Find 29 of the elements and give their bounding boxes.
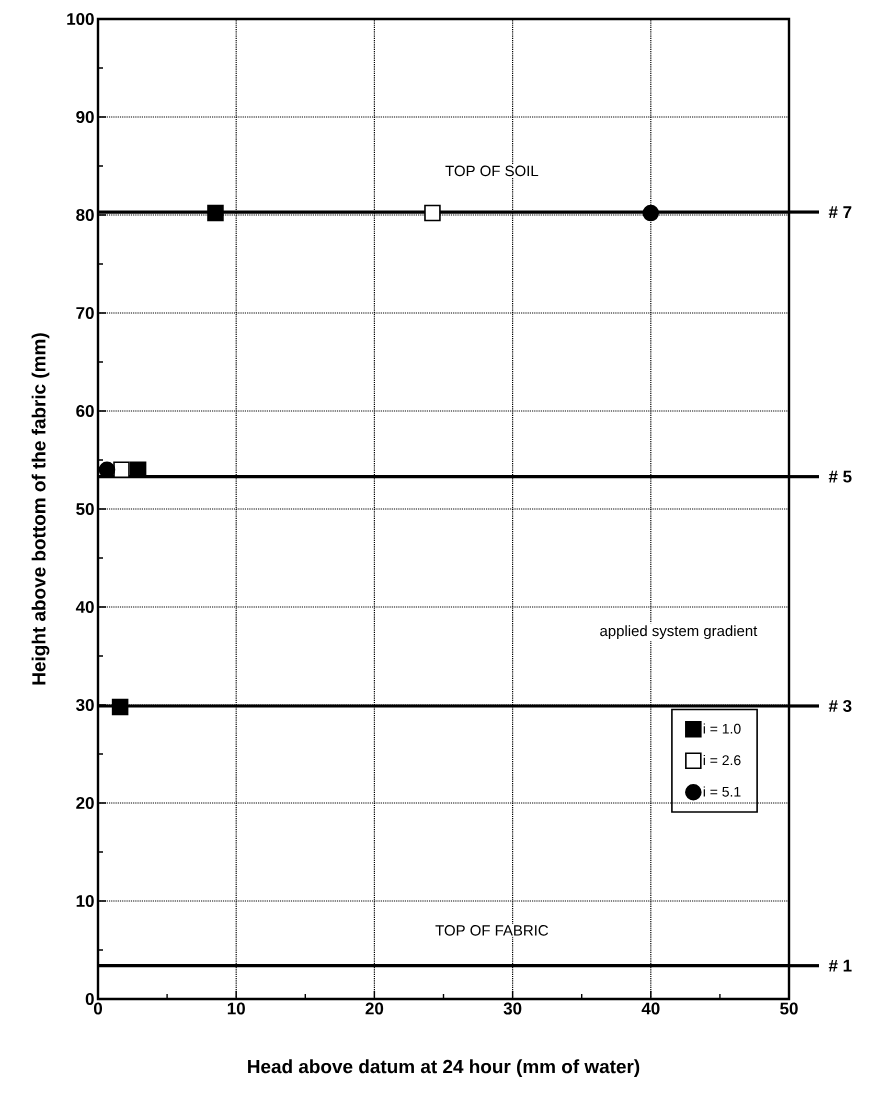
x-tick-label: 40 bbox=[641, 1002, 660, 1015]
y-tick-label: 0 bbox=[85, 993, 94, 1005]
legend-label: # 3 bbox=[828, 699, 852, 712]
legend-label: # 1 bbox=[828, 959, 852, 972]
legend-label: i = 2.6 bbox=[703, 754, 741, 766]
y-tick-label: 30 bbox=[76, 698, 94, 711]
x-tick-label: 10 bbox=[227, 1002, 245, 1015]
y-tick-label: 20 bbox=[76, 797, 94, 809]
y-tick-label: 50 bbox=[76, 502, 94, 515]
x-axis-title: Head above datum at 24 hour (mm of water) bbox=[248, 1059, 640, 1078]
x-tick-label: 0 bbox=[93, 1002, 103, 1015]
y-tick-label: 70 bbox=[76, 306, 94, 319]
legend-label: # 7 bbox=[828, 206, 852, 218]
y-tick-label: 60 bbox=[76, 404, 94, 417]
annotation: TOP OF SOIL bbox=[445, 165, 539, 177]
y-axis-title: Height above bottom of the fabric (mm) bbox=[31, 333, 50, 685]
x-tick-label: 30 bbox=[503, 1002, 522, 1015]
legend-label: i = 1.0 bbox=[703, 723, 741, 734]
y-tick-label: 100 bbox=[67, 12, 94, 25]
y-tick-label: 80 bbox=[76, 208, 94, 221]
x-tick-label: 50 bbox=[780, 1002, 798, 1015]
y-tick-label: 90 bbox=[76, 110, 94, 123]
legend-title: applied system gradient bbox=[600, 625, 758, 640]
y-tick-label: 10 bbox=[76, 895, 94, 907]
annotation: TOP OF FABRIC bbox=[435, 925, 549, 936]
legend-label: i = 5.1 bbox=[703, 786, 741, 797]
legend-label: # 5 bbox=[828, 470, 852, 483]
x-tick-label: 20 bbox=[365, 1002, 384, 1015]
y-tick-label: 40 bbox=[75, 601, 94, 613]
